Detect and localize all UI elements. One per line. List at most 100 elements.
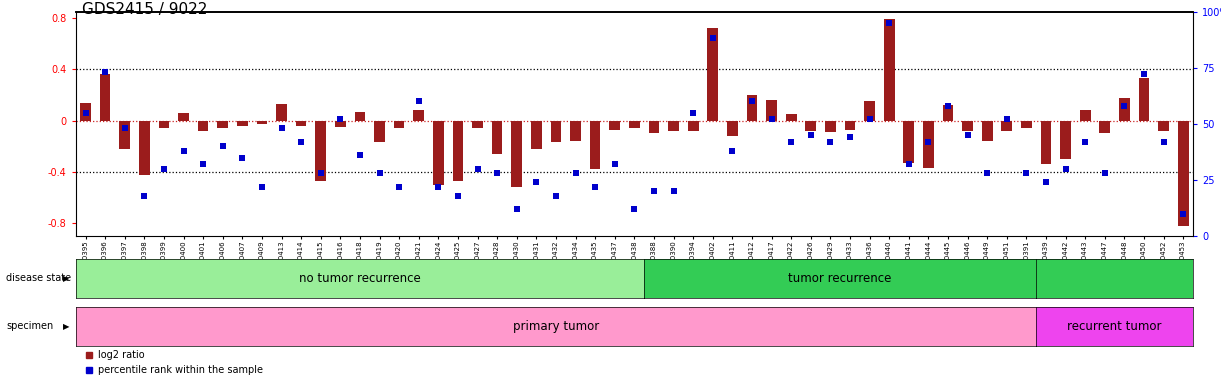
Point [742,98,762,104]
Bar [648,121,659,134]
Bar [687,121,698,131]
Bar [1079,110,1090,121]
Point [507,206,526,212]
Bar [217,121,228,128]
Bar [806,121,816,131]
Bar [982,121,993,141]
Point [193,161,212,167]
Point [762,116,781,122]
Point [468,166,487,172]
Bar [237,121,248,126]
Bar [100,74,110,121]
Bar [492,121,503,154]
Bar [570,121,581,141]
Point [331,116,350,122]
Point [272,125,292,131]
Point [1056,166,1076,172]
Point [938,103,957,109]
Bar [962,121,973,131]
Bar [276,104,287,121]
Bar [159,121,170,128]
Bar [590,121,601,169]
Bar [1060,121,1071,159]
Bar [1040,121,1051,164]
Point [212,143,232,149]
Point [1134,71,1154,78]
Point [998,116,1017,122]
Point [821,139,840,145]
Point [703,35,723,41]
Bar [551,121,562,142]
Text: tumor recurrence: tumor recurrence [789,272,891,285]
Bar [726,121,737,136]
Point [429,184,448,190]
Point [723,148,742,154]
Bar [354,112,365,121]
Point [585,184,604,190]
Bar [629,121,640,128]
Text: disease state: disease state [6,273,71,283]
Point [546,193,565,199]
Bar [473,121,482,128]
Point [1173,211,1193,217]
Point [292,139,311,145]
Point [1115,103,1134,109]
Bar [1099,121,1110,134]
Point [389,184,409,190]
Point [879,20,899,26]
Point [448,193,468,199]
Point [957,132,977,138]
Bar [845,121,855,130]
Bar [766,100,777,121]
Bar [786,114,796,121]
Point [684,109,703,116]
Point [173,148,193,154]
Bar [414,110,424,121]
Bar [1021,121,1032,128]
Point [95,69,115,75]
Point [565,170,585,176]
Point [624,206,645,212]
Bar [120,121,131,149]
Bar [335,121,346,127]
Text: specimen: specimen [6,321,54,331]
Point [76,109,95,116]
Text: primary tumor: primary tumor [513,320,600,333]
Bar [374,121,385,142]
Bar [1118,98,1129,121]
Bar [707,28,718,121]
Point [1076,139,1095,145]
Bar [531,121,542,149]
Text: recurrent tumor: recurrent tumor [1067,320,1161,333]
Point [487,170,507,176]
Bar [1159,121,1168,131]
Bar [315,121,326,181]
Point [860,116,879,122]
Point [604,161,624,167]
Bar [904,121,915,163]
Bar [512,121,523,187]
Point [977,170,996,176]
Point [781,139,801,145]
Bar [178,113,189,121]
Bar [825,121,835,132]
Bar [433,121,443,185]
Text: ▶: ▶ [62,274,70,283]
Point [1037,179,1056,185]
Legend: log2 ratio, percentile rank within the sample: log2 ratio, percentile rank within the s… [81,346,267,379]
Point [1154,139,1173,145]
Bar [923,121,934,168]
Bar [295,121,306,126]
Point [526,179,546,185]
Text: GDS2415 / 9022: GDS2415 / 9022 [82,2,208,17]
Bar [393,121,404,128]
Bar [81,103,90,121]
Point [350,152,370,158]
Bar [668,121,679,131]
Point [1095,170,1115,176]
Bar [1138,78,1149,121]
Point [232,154,252,161]
Point [134,193,154,199]
Point [311,170,331,176]
Point [664,188,684,194]
